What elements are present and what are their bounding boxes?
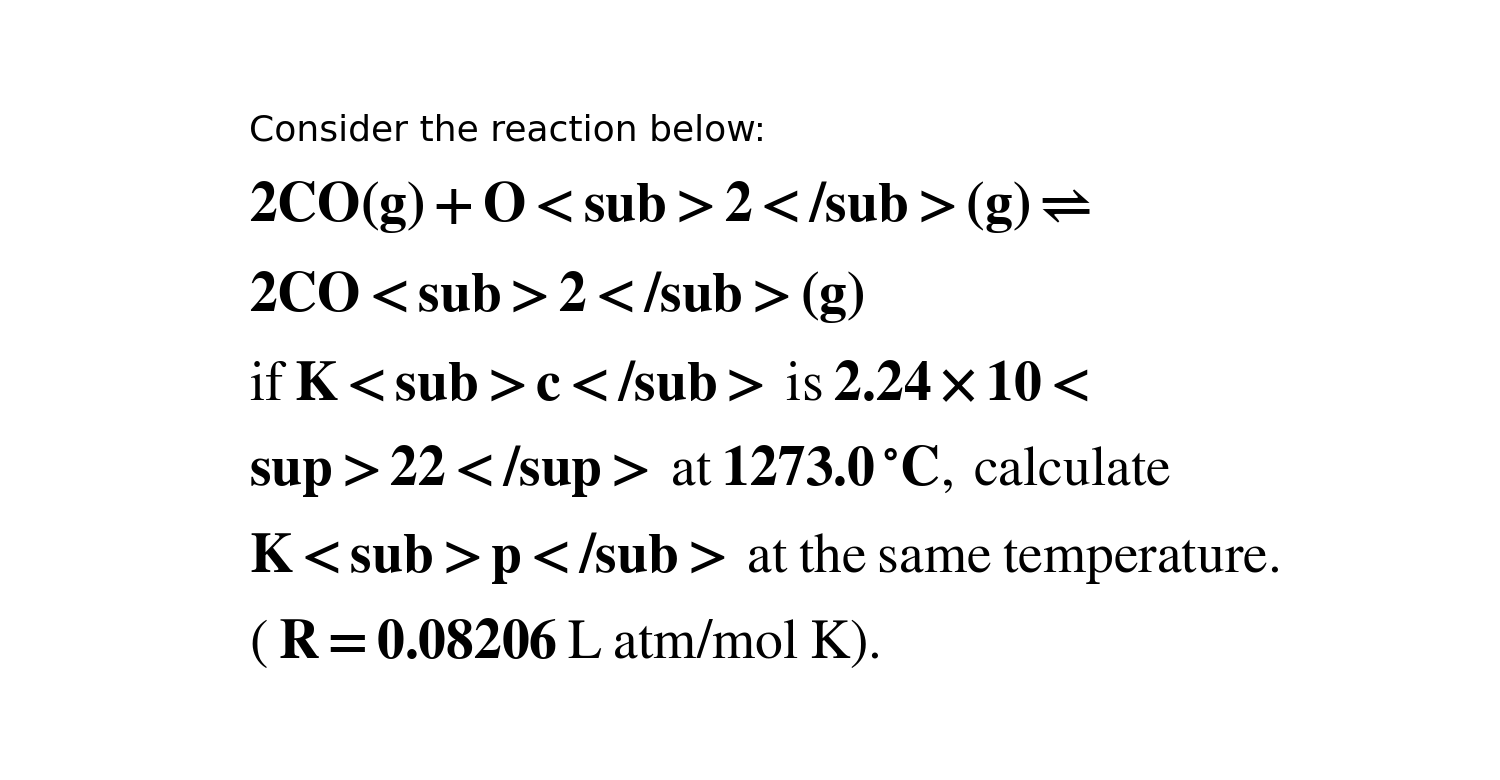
Text: $\mathrm{(}\; \mathbf{R = 0.08206}\; \mathrm{L\; atm/mol\; K).}$: $\mathrm{(}\; \mathbf{R = 0.08206}\; \ma… (249, 616, 879, 670)
Text: $\mathbf{K < sub > p < /sub >}\; \mathrm{at\; the\; same\; temperature.}$: $\mathbf{K < sub > p < /sub >}\; \mathrm… (249, 530, 1280, 586)
Text: $\mathbf{2CO(g) + O < sub > 2 < /sub > (g) \rightleftharpoons}$: $\mathbf{2CO(g) + O < sub > 2 < /sub > (… (249, 179, 1092, 235)
Text: $\mathbf{sup > 22 < /sup >}\; \mathrm{at}\; \mathbf{1273.0\,^{\circ}C}\mathrm{,\: $\mathbf{sup > 22 < /sup >}\; \mathrm{at… (249, 443, 1172, 499)
Text: $\mathrm{if}\; \mathbf{K < sub > c < /sub >}\; \mathrm{is}\; \mathbf{2.24 \times: $\mathrm{if}\; \mathbf{K < sub > c < /su… (249, 358, 1089, 412)
Text: $\mathbf{2CO < sub > 2 < /sub > (g)}$: $\mathbf{2CO < sub > 2 < /sub > (g)}$ (249, 269, 864, 324)
Text: Consider the reaction below:: Consider the reaction below: (249, 114, 766, 147)
